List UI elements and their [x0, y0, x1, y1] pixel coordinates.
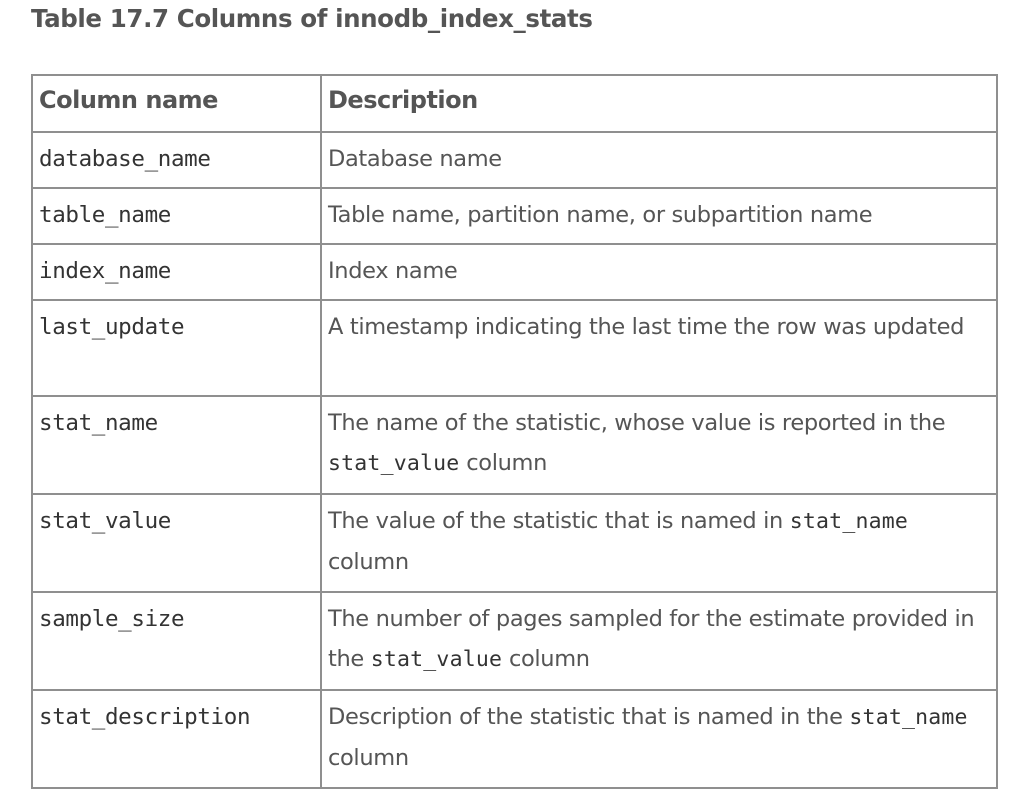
table-caption: Table 17.7 Columns of innodb_index_stats: [31, 4, 593, 33]
inline-code: stat_name: [849, 705, 968, 730]
description-text: column: [328, 745, 409, 771]
description-text: Description of the statistic that is nam…: [328, 704, 843, 730]
inline-code: stat_value: [328, 451, 460, 476]
table-row: index_name Index name: [31, 243, 998, 301]
column-name-cell: sample_size: [31, 591, 322, 691]
header-column-name: Column name: [31, 74, 322, 133]
description-cell: Index name: [320, 243, 998, 301]
description-cell: A timestamp indicating the last time the…: [320, 299, 998, 397]
description-text: column: [328, 549, 409, 575]
innodb-index-stats-table: Column name Description database_name Da…: [31, 74, 998, 789]
description-cell: Table name, partition name, or subpartit…: [320, 187, 998, 245]
column-name-cell: stat_description: [31, 689, 322, 789]
description-text: The number of pages sampled for the esti…: [328, 606, 975, 672]
description-text: The name of the statistic, whose value i…: [328, 410, 946, 436]
description-text: column: [508, 646, 590, 672]
table-row: last_update A timestamp indicating the l…: [31, 299, 998, 397]
table-row: table_name Table name, partition name, o…: [31, 187, 998, 245]
column-name-cell: database_name: [31, 131, 322, 189]
column-name-cell: stat_name: [31, 395, 322, 495]
inline-code: stat_value: [370, 647, 503, 672]
column-name-cell: index_name: [31, 243, 322, 301]
inline-code: stat_name: [789, 509, 909, 534]
column-name-cell: last_update: [31, 299, 322, 397]
table-row: sample_size The number of pages sampled …: [31, 591, 998, 691]
description-cell: Database name: [320, 131, 998, 189]
column-name-cell: table_name: [31, 187, 322, 245]
column-name-cell: stat_value: [31, 493, 322, 593]
description-cell: The number of pages sampled for the esti…: [320, 591, 998, 691]
table-row: stat_name The name of the statistic, who…: [31, 395, 998, 495]
table-row: database_name Database name: [31, 131, 998, 189]
description-text: The value of the statistic that is named…: [328, 508, 783, 534]
description-cell: The value of the statistic that is named…: [320, 493, 998, 593]
header-description: Description: [320, 74, 998, 133]
table-row: stat_description Description of the stat…: [31, 689, 998, 789]
description-text: column: [466, 450, 547, 476]
table-row: stat_value The value of the statistic th…: [31, 493, 998, 593]
description-cell: Description of the statistic that is nam…: [320, 689, 998, 789]
description-cell: The name of the statistic, whose value i…: [320, 395, 998, 495]
header-row: Column name Description: [31, 74, 998, 133]
